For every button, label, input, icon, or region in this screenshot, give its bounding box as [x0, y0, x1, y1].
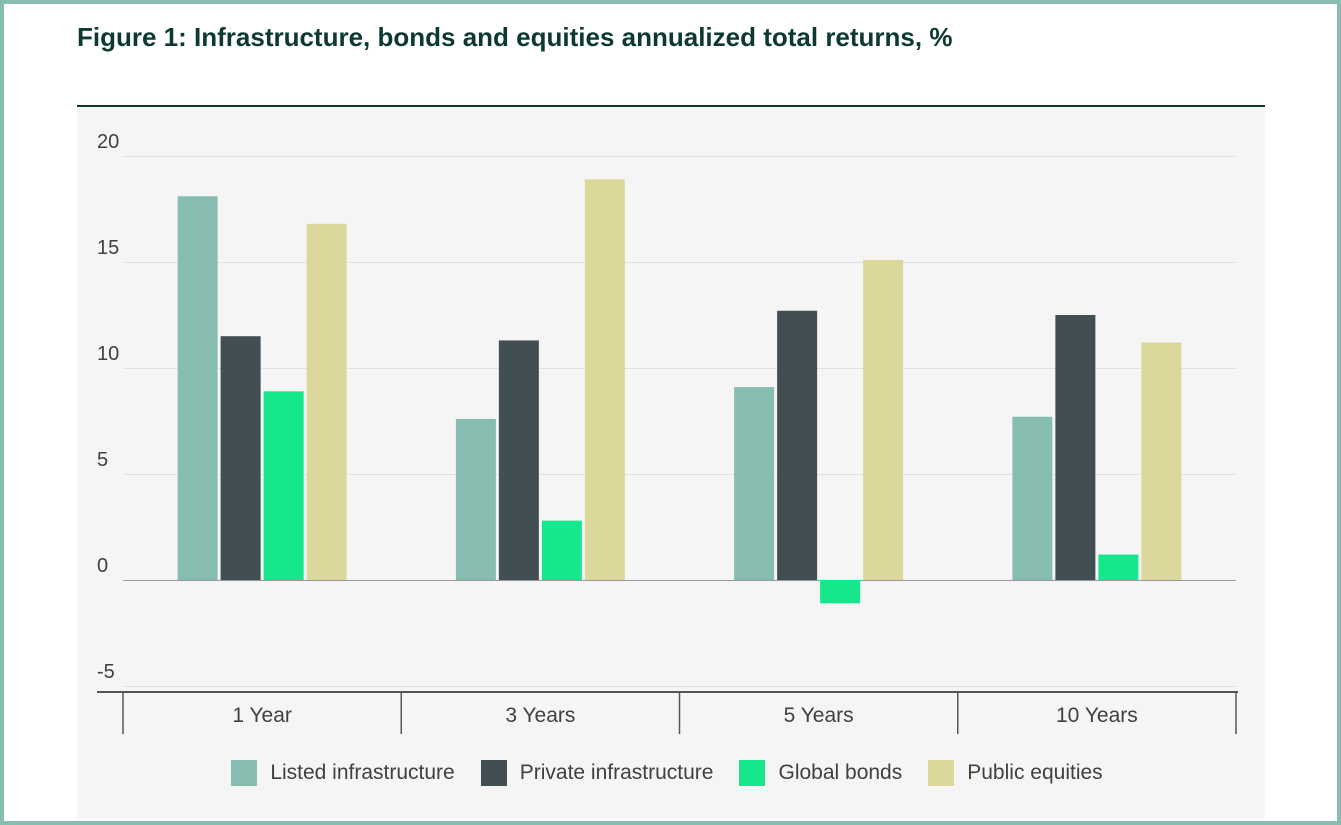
y-axis-ticks: 20 15 10 5 0 -5 — [97, 131, 119, 683]
bar — [1098, 554, 1139, 580]
x-tick-label: 10 Years — [1056, 704, 1138, 727]
legend-swatch — [739, 760, 766, 786]
bar — [734, 387, 775, 580]
bar — [1141, 342, 1182, 580]
legend-swatch — [480, 760, 507, 786]
x-tick-label: 5 Years — [784, 704, 854, 727]
legend-label: Global bonds — [778, 761, 903, 784]
bar — [263, 391, 304, 580]
bar — [1012, 416, 1053, 580]
bar — [777, 310, 818, 580]
y-tick-label: 10 — [97, 343, 119, 365]
y-tick-label: 20 — [97, 131, 119, 153]
legend-item: Listed infrastructure — [231, 760, 455, 786]
bar — [584, 179, 625, 580]
y-tick-label: 5 — [97, 449, 108, 471]
y-tick-label: 15 — [97, 237, 119, 259]
legend-label: Listed infrastructure — [270, 761, 455, 784]
legend: Listed infrastructure Private infrastruct… — [0, 760, 1334, 786]
y-tick-label: 0 — [97, 555, 108, 577]
title-divider — [77, 105, 1265, 107]
legend-swatch — [231, 760, 258, 786]
x-tick-label: 1 Year — [232, 704, 292, 727]
bar — [306, 223, 347, 580]
legend-item: Private infrastructure — [480, 760, 714, 786]
legend-item: Public equities — [928, 760, 1103, 786]
bars — [177, 179, 1182, 604]
bar — [498, 340, 539, 580]
y-tick-label: -5 — [97, 661, 115, 683]
bar — [220, 336, 261, 580]
chart-title: Figure 1: Infrastructure, bonds and equi… — [77, 22, 953, 52]
bar — [455, 418, 496, 580]
legend-item: Global bonds — [739, 760, 902, 786]
bar — [541, 520, 582, 580]
bar — [820, 580, 861, 604]
bar — [1055, 315, 1096, 580]
legend-label: Public equities — [967, 761, 1103, 784]
x-tick-label: 3 Years — [505, 704, 575, 727]
legend-swatch — [928, 760, 955, 786]
bar — [863, 259, 904, 580]
legend-label: Private infrastructure — [519, 761, 714, 784]
x-axis: 1 Year 3 Years 5 Years 10 Years — [97, 691, 1238, 734]
bar — [177, 196, 218, 580]
